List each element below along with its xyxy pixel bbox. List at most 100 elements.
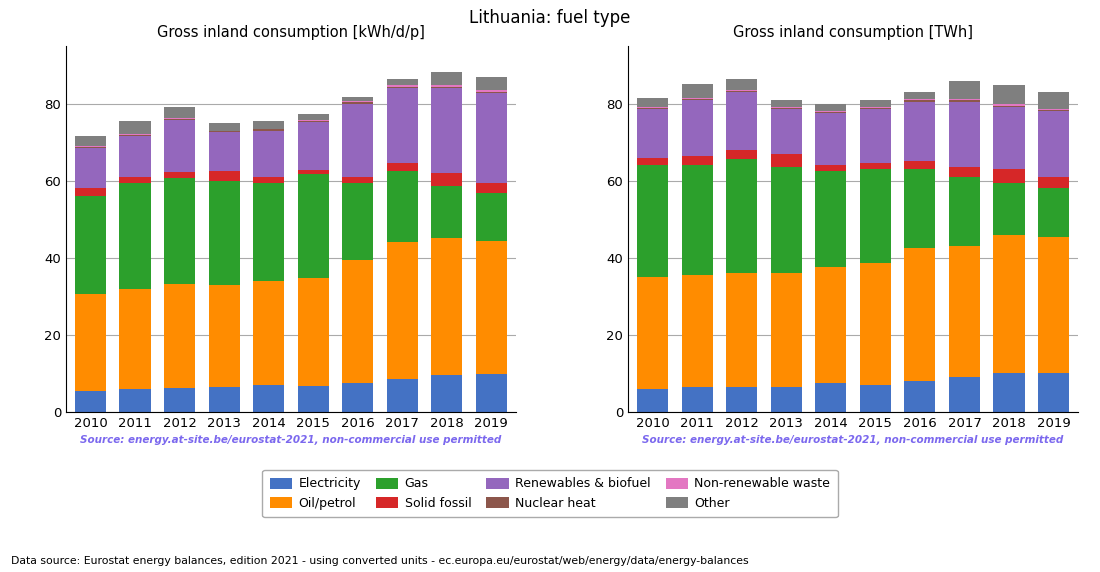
Bar <box>949 102 980 167</box>
Bar <box>209 387 240 412</box>
Bar <box>475 77 507 90</box>
Bar <box>904 161 935 169</box>
Bar <box>637 98 669 108</box>
Title: Gross inland consumption [TWh]: Gross inland consumption [TWh] <box>733 25 974 41</box>
Bar <box>1038 110 1069 112</box>
Bar <box>993 169 1024 182</box>
Bar <box>475 241 507 374</box>
Bar <box>75 146 106 147</box>
Bar <box>298 170 329 174</box>
Bar <box>209 181 240 285</box>
Bar <box>253 177 284 182</box>
Bar <box>120 136 151 177</box>
Bar <box>209 171 240 181</box>
Bar <box>682 98 713 100</box>
Bar <box>815 165 846 171</box>
Bar <box>1038 112 1069 177</box>
Bar <box>431 72 462 85</box>
Bar <box>75 188 106 196</box>
Bar <box>164 178 195 284</box>
Bar <box>120 135 151 136</box>
Bar <box>120 134 151 135</box>
Bar <box>637 108 669 109</box>
Bar <box>75 148 106 188</box>
Bar <box>949 81 980 98</box>
X-axis label: Source: energy.at-site.be/eurostat-2021, non-commercial use permitted: Source: energy.at-site.be/eurostat-2021,… <box>80 435 502 445</box>
Bar <box>815 112 846 113</box>
Bar <box>949 246 980 377</box>
Bar <box>860 264 891 385</box>
Bar <box>386 85 418 87</box>
Bar <box>815 113 846 165</box>
Bar <box>342 182 373 260</box>
Bar <box>342 97 373 101</box>
Bar <box>726 387 758 412</box>
Bar <box>164 284 195 388</box>
Bar <box>164 388 195 412</box>
Bar <box>431 173 462 186</box>
Bar <box>75 147 106 148</box>
Bar <box>860 385 891 412</box>
Bar <box>209 123 240 130</box>
Bar <box>431 186 462 239</box>
Bar <box>431 88 462 173</box>
Bar <box>475 374 507 412</box>
Bar <box>431 87 462 88</box>
Bar <box>475 193 507 241</box>
Bar <box>475 92 507 93</box>
Bar <box>682 387 713 412</box>
Title: Gross inland consumption [kWh/d/p]: Gross inland consumption [kWh/d/p] <box>157 25 425 41</box>
Bar <box>904 248 935 381</box>
Bar <box>637 165 669 277</box>
Bar <box>771 108 802 109</box>
Bar <box>949 377 980 412</box>
Bar <box>726 90 758 91</box>
Text: Lithuania: fuel type: Lithuania: fuel type <box>470 9 630 26</box>
Bar <box>904 102 935 161</box>
Bar <box>993 106 1024 108</box>
Bar <box>726 273 758 387</box>
Bar <box>771 109 802 154</box>
Bar <box>386 87 418 88</box>
Bar <box>815 104 846 112</box>
Bar <box>1038 92 1069 109</box>
Bar <box>682 156 713 165</box>
Bar <box>164 119 195 120</box>
Bar <box>120 389 151 412</box>
Bar <box>1038 236 1069 374</box>
Bar <box>253 129 284 130</box>
Bar <box>1038 374 1069 412</box>
Bar <box>298 121 329 122</box>
Bar <box>75 136 106 146</box>
Bar <box>164 106 195 118</box>
Bar <box>209 285 240 387</box>
Bar <box>771 167 802 273</box>
Bar <box>342 104 373 177</box>
Bar <box>904 101 935 102</box>
Bar <box>1038 177 1069 188</box>
Bar <box>993 104 1024 106</box>
Bar <box>949 167 980 177</box>
Bar <box>771 100 802 108</box>
Bar <box>475 93 507 184</box>
Text: Data source: Eurostat energy balances, edition 2021 - using converted units - ec: Data source: Eurostat energy balances, e… <box>11 557 749 566</box>
Bar <box>726 91 758 92</box>
Bar <box>209 133 240 171</box>
Bar <box>993 182 1024 235</box>
Bar <box>637 157 669 165</box>
Bar <box>904 381 935 412</box>
Bar <box>993 235 1024 374</box>
Bar <box>298 278 329 386</box>
Legend: Electricity, Oil/petrol, Gas, Solid fossil, Renewables & biofuel, Nuclear heat, : Electricity, Oil/petrol, Gas, Solid foss… <box>262 470 838 517</box>
Bar <box>682 84 713 98</box>
Bar <box>637 109 669 157</box>
Bar <box>993 374 1024 412</box>
Bar <box>860 163 891 169</box>
Bar <box>682 275 713 387</box>
Bar <box>1038 188 1069 236</box>
Bar <box>815 383 846 412</box>
Bar <box>993 108 1024 169</box>
Bar <box>860 109 891 163</box>
Bar <box>860 100 891 108</box>
Bar <box>771 387 802 412</box>
